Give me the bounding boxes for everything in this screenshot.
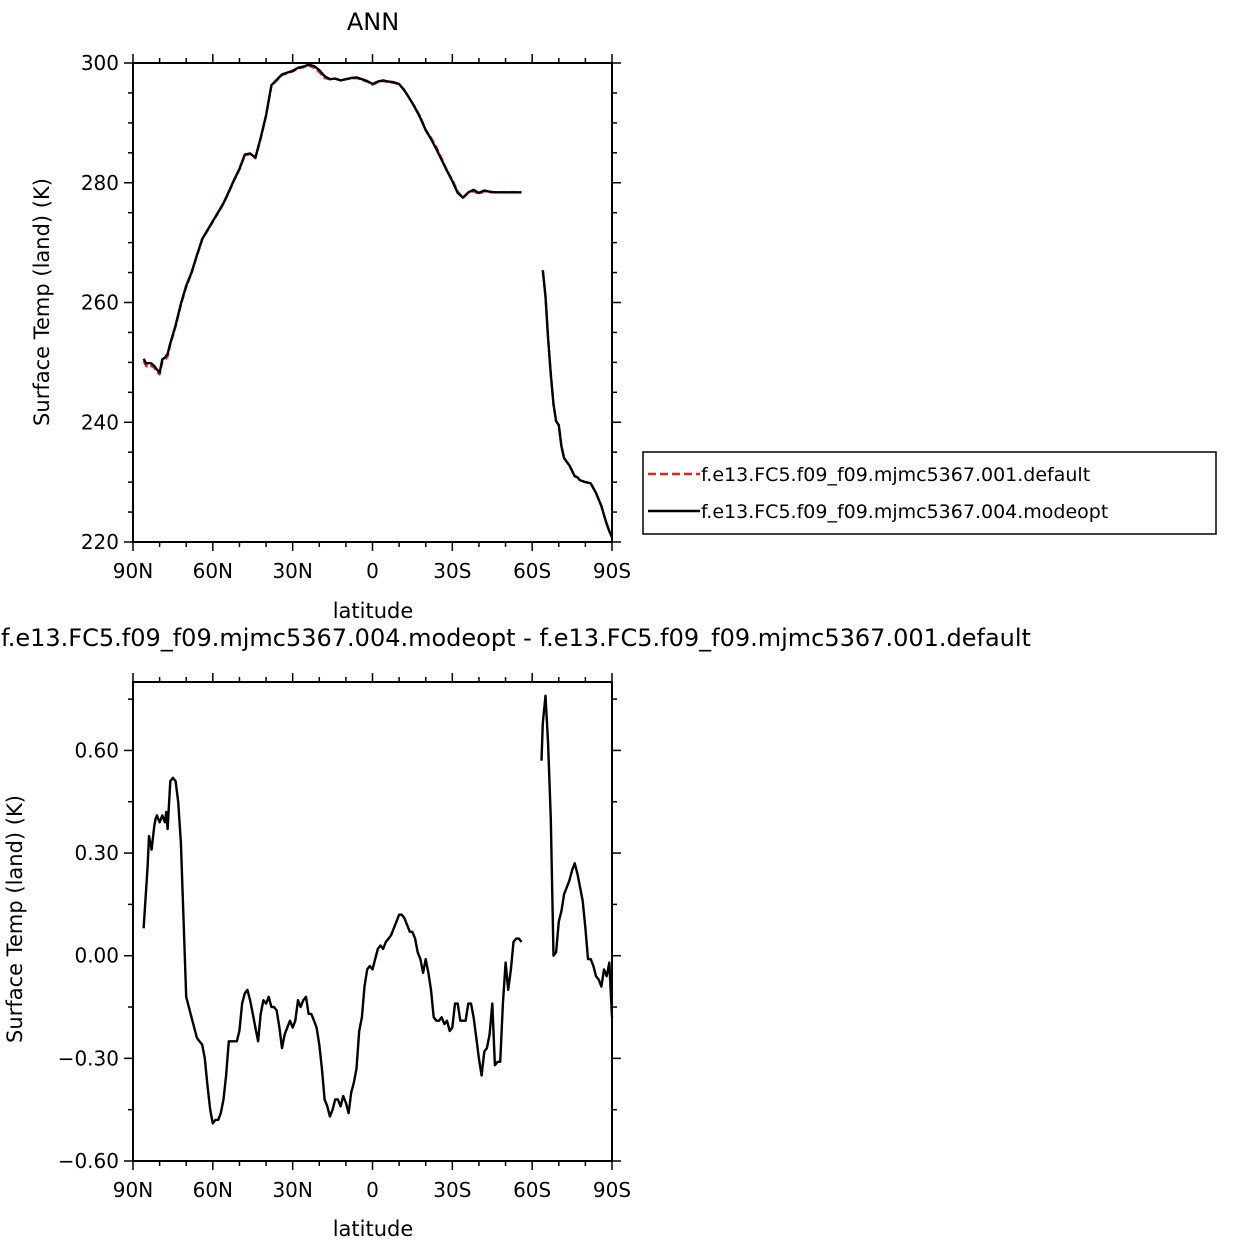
bottom-x-axis-label: latitude [333,1217,414,1241]
bottom-chart-title: f.e13.FC5.f09_f09.mjmc5367.004.modeopt -… [1,624,1031,652]
top-x-tick-label: 30S [433,559,471,583]
bottom-y-tick-label: 0.30 [74,841,119,865]
bottom-y-axis-label: Surface Temp (land) (K) [3,795,27,1043]
top-y-tick-label: 220 [81,530,119,554]
top-x-tick-label: 30N [272,559,312,583]
bottom-x-tick-label: 30N [272,1178,312,1202]
top-plot-frame [132,62,613,543]
top-series-lines [142,63,614,538]
top-y-tick-label: 300 [81,51,119,75]
bottom-series-lines [142,694,614,1125]
bottom-plot-frame [132,681,613,1162]
bottom-x-tick-label: 0 [366,1178,379,1202]
top-series-1-segment-0 [142,63,522,374]
top-panel: ANN 90N 60N 30N 0 30S 60S 90S 220 240 260 280 300 l… [30,8,631,623]
bottom-series-0-segment-1 [540,694,614,1018]
top-x-tick-label: 90S [593,559,631,583]
legend-label-default: f.e13.FC5.f09_f09.mjmc5367.001.default [701,464,1090,486]
top-chart-title: ANN [347,8,399,36]
bottom-x-tick-label: 30S [433,1178,471,1202]
legend: f.e13.FC5.f09_f09.mjmc5367.001.default f… [642,451,1217,535]
top-x-tick-label: 60N [193,559,233,583]
top-x-tick-label: 60S [513,559,551,583]
bottom-panel: f.e13.FC5.f09_f09.mjmc5367.004.modeopt -… [1,624,1031,1241]
top-y-axis-label: Surface Temp (land) (K) [30,178,54,426]
bottom-x-tick-label: 90N [113,1178,153,1202]
bottom-y-tick-label: 0.60 [74,738,119,762]
bottom-axes: 90N 60N 30N 0 30S 60S 90S −0.60 −0.30 0.00 0.30 0.6… [58,673,631,1202]
legend-box [642,451,1217,535]
top-x-tick-label: 0 [366,559,379,583]
top-axes: 90N 60N 30N 0 30S 60S 90S 220 240 260 280 300 [81,51,631,583]
top-x-axis-label: latitude [333,599,414,623]
bottom-y-tick-label: −0.30 [58,1046,119,1070]
top-series-1-segment-1 [541,270,614,538]
bottom-y-tick-label: 0.00 [74,944,119,968]
bottom-x-tick-label: 60S [513,1178,551,1202]
bottom-y-tick-label: −0.60 [58,1149,119,1173]
bottom-series-0-segment-0 [142,776,523,1125]
top-y-tick-label: 280 [81,171,119,195]
top-y-tick-label: 260 [81,291,119,315]
top-x-tick-label: 90N [113,559,153,583]
top-series-0-segment-0 [142,64,522,376]
top-y-tick-label: 240 [81,410,119,434]
bottom-x-tick-label: 90S [593,1178,631,1202]
legend-label-modeopt: f.e13.FC5.f09_f09.mjmc5367.004.modeopt [701,501,1108,523]
bottom-x-tick-label: 60N [193,1178,233,1202]
